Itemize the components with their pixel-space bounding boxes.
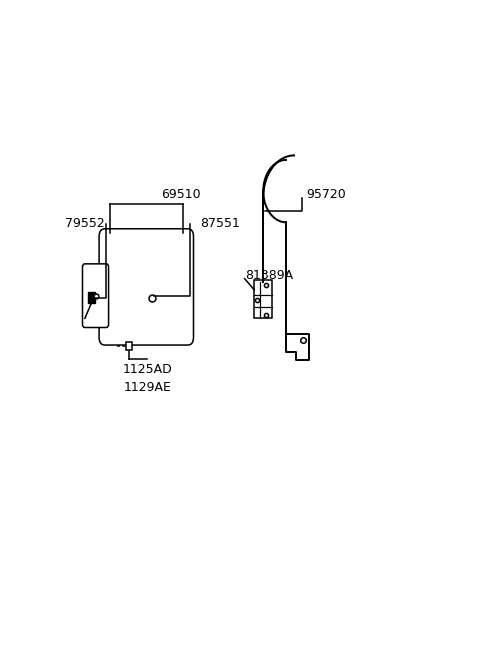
Text: 1125AD: 1125AD [122,364,172,376]
Text: 1129AE: 1129AE [123,381,171,394]
FancyBboxPatch shape [83,264,108,328]
Polygon shape [88,292,96,303]
FancyBboxPatch shape [254,280,272,318]
Text: 69510: 69510 [161,188,201,201]
FancyBboxPatch shape [126,342,132,350]
Text: 95720: 95720 [306,188,346,201]
Text: 87551: 87551 [200,217,240,230]
FancyBboxPatch shape [99,229,193,345]
Text: 79552: 79552 [65,217,105,230]
Text: 81389A: 81389A [245,269,293,282]
